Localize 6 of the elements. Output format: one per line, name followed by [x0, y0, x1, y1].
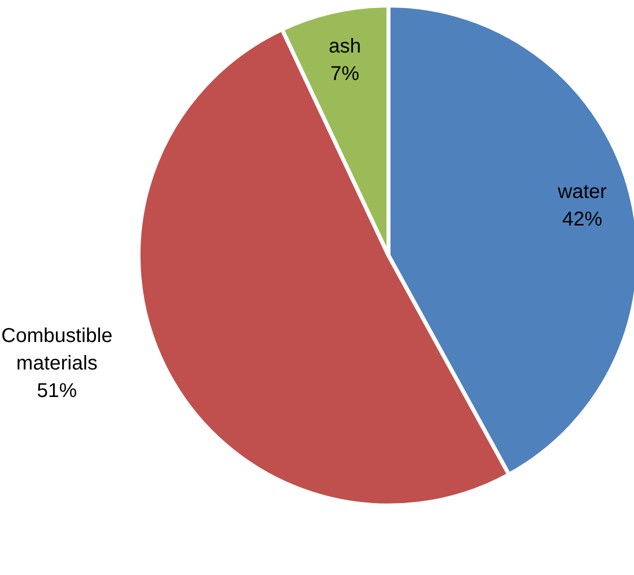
- data-label: 51%: [36, 380, 78, 402]
- slice-label: water: [556, 181, 608, 204]
- data-label: 7%: [330, 63, 360, 86]
- slice-label: Combustible materials: [1, 324, 112, 374]
- slice-label: ash: [328, 36, 361, 58]
- data-label: 42%: [562, 208, 602, 231]
